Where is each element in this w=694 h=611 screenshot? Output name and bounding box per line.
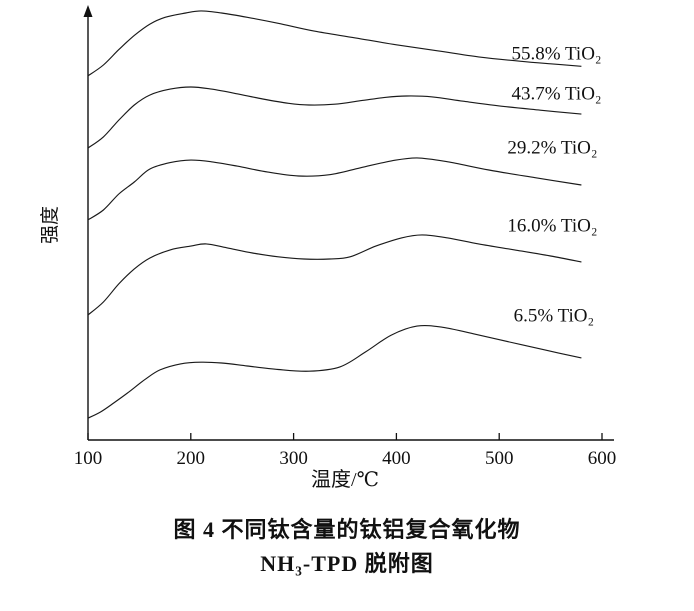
series-label: 43.7% TiO₂	[512, 83, 602, 104]
tpd-curve	[87, 10, 582, 77]
axis-labels: 温度/℃ 强度	[39, 206, 379, 491]
tpd-curve	[87, 86, 582, 149]
x-axis-title: 温度/℃	[311, 468, 379, 491]
chart-area: 100 200 300 400 500 600 55.8% TiO₂ 43.7% TiO₂ 2…	[39, 5, 617, 491]
series-label: 16.0% TiO₂	[507, 216, 597, 237]
x-ticks	[87, 433, 603, 440]
figure-caption-line2: NH₃-TPD 脱附图	[260, 551, 434, 577]
x-tick-label: 300	[279, 448, 308, 469]
series-label: 55.8% TiO₂	[512, 43, 602, 64]
figure-caption-line1: 图 4 不同钛含量的钛铝复合氧化物	[173, 517, 521, 542]
curves	[87, 10, 582, 419]
y-axis-arrow-icon	[83, 5, 93, 17]
x-tick-label: 500	[485, 448, 514, 469]
y-axis-title: 强度	[39, 206, 61, 244]
tpd-curve	[87, 324, 582, 419]
x-tick-label: 600	[588, 448, 617, 469]
series-label: 29.2% TiO₂	[507, 137, 597, 158]
x-tick-label: 100	[74, 448, 103, 469]
x-tick-label: 200	[177, 448, 206, 469]
tpd-curve	[87, 157, 582, 221]
x-tick-label: 400	[382, 448, 411, 469]
figure-caption: 图 4 不同钛含量的钛铝复合氧化物 NH₃-TPD 脱附图	[0, 513, 694, 581]
x-tick-labels: 100 200 300 400 500 600	[74, 448, 617, 469]
series-labels: 55.8% TiO₂ 43.7% TiO₂ 29.2% TiO₂ 16.0% TiO₂…	[507, 43, 601, 326]
tpd-curve	[87, 234, 582, 316]
axes	[83, 5, 614, 441]
tpd-chart: 100 200 300 400 500 600 55.8% TiO₂ 43.7% TiO₂ 2…	[39, 5, 617, 491]
series-label: 6.5% TiO₂	[514, 305, 595, 326]
